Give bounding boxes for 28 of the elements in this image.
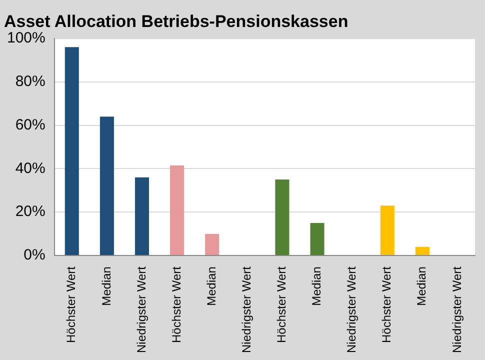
y-tick-label: 40% (15, 160, 46, 177)
bar (100, 116, 114, 256)
x-tick-label: Höchster Wert (274, 266, 289, 343)
y-tick-label: 80% (15, 72, 46, 90)
y-tick-label: 0% (24, 246, 46, 264)
x-tick-label: Median (204, 266, 218, 306)
x-tick-label: Median (414, 266, 429, 306)
y-tick-label: 100% (6, 30, 46, 47)
bar (415, 246, 430, 256)
bar (275, 180, 290, 256)
chart-title: Asset Allocation Betriebs-Pensionskassen (4, 12, 348, 31)
x-tick-label: Niedrigster Wert (450, 266, 464, 353)
x-tick-label: Niedrigster Wert (344, 266, 359, 353)
x-tick-label: Höchster Wert (169, 266, 184, 343)
y-tick-label: 20% (15, 203, 46, 220)
x-tick-label: Median (310, 266, 324, 306)
bar (170, 165, 184, 256)
bar (134, 177, 150, 256)
x-tick-label: Niedrigster Wert (134, 266, 148, 353)
x-tick-label: Niedrigster Wert (239, 266, 254, 353)
bar (380, 206, 394, 256)
x-tick-label: Höchster Wert (380, 266, 394, 343)
y-tick-label: 60% (15, 116, 46, 134)
x-tick-label: Höchster Wert (64, 266, 78, 343)
bar (310, 222, 324, 256)
bar (205, 234, 220, 256)
x-tick-label: Median (99, 266, 114, 306)
bar (64, 47, 79, 256)
